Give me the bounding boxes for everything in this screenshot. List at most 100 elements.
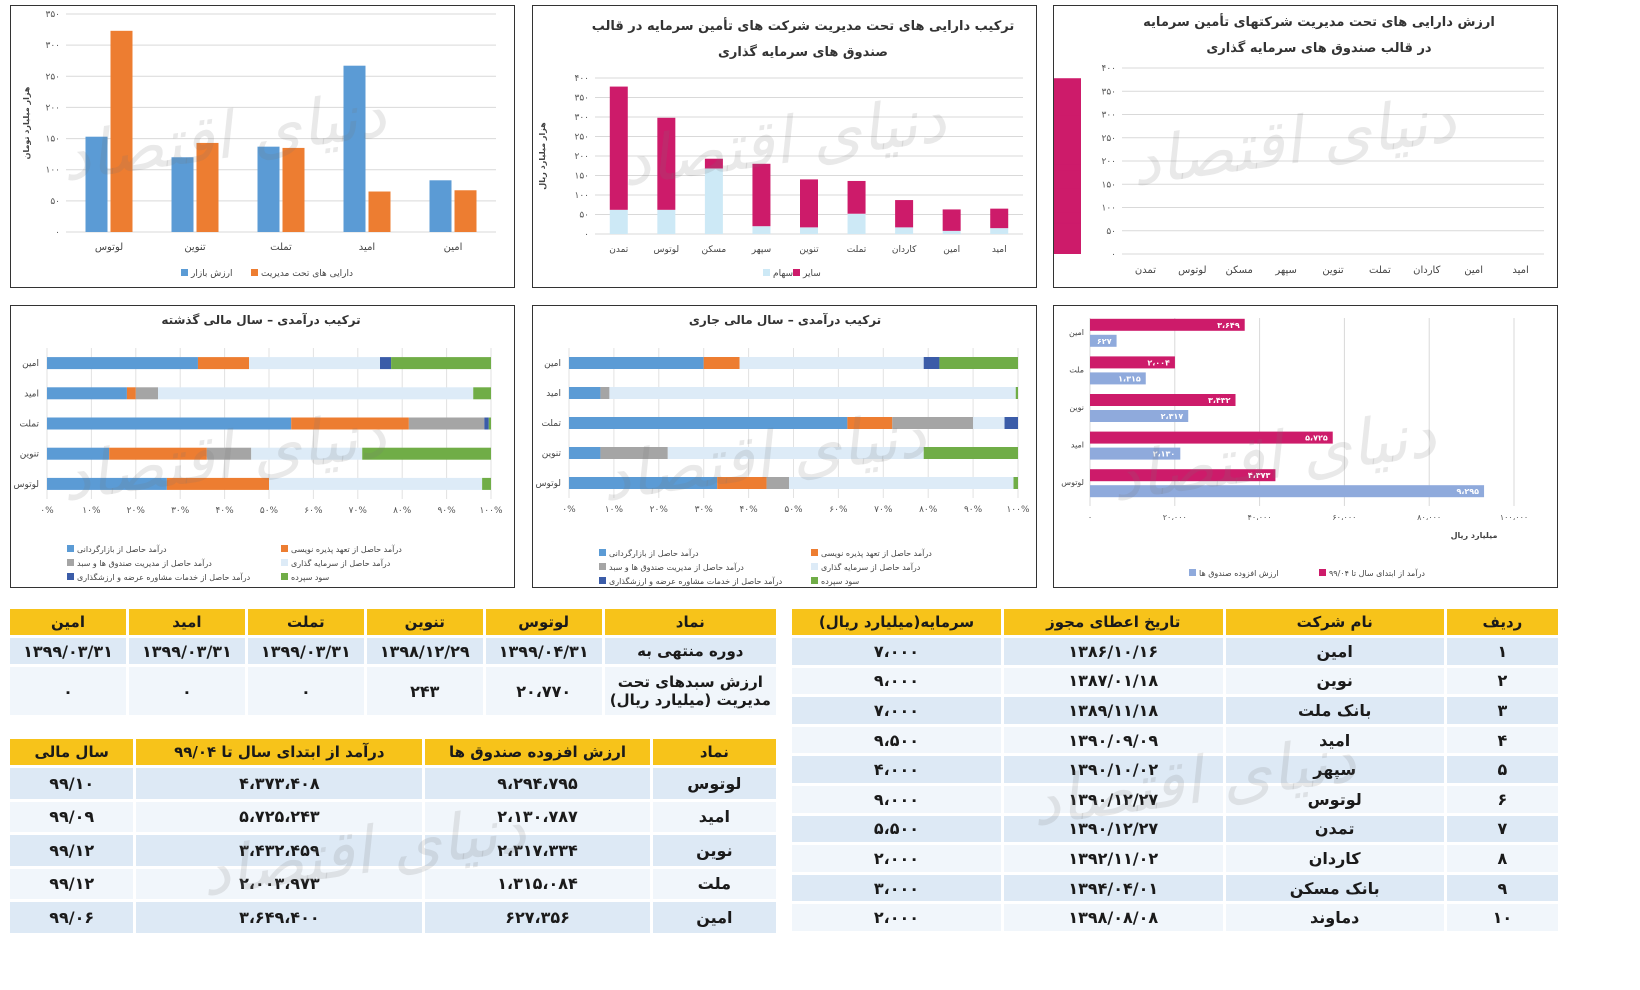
bar-segment [380,357,392,370]
y-tick-label: ۳۰۰ [1101,111,1116,121]
chart-svg: ۰ ۲۰،۰۰۰ ۴۰،۰۰۰ ۶۰،۰۰۰ ۸۰،۰۰۰ ۱۰۰،۰۰۰میلیارد … [1061,318,1528,578]
x-tick-label: تنوین [799,245,819,255]
table-header-cell: درآمد از ابتدای سال تا ۹۹/۰۴ [136,739,423,765]
y-tick-label: ۲۵۰ [1101,134,1116,144]
bar [343,65,366,232]
x-tick-label: ۱۰% [605,505,624,515]
table-cell: ۶۲۷،۳۵۶ [425,902,650,933]
bar-segment [47,357,198,370]
legend-swatch [599,563,606,570]
table-cell: امین [652,902,776,933]
legend-label: درآمد حاصل از بازارگردانی [609,548,699,558]
chart-panel-asset-composition: ترکیب دارایی های تحت مدیریت شرکت های تأم… [532,5,1037,288]
legend-label: سهام [773,269,793,279]
table-cell: ۵،۵۰۰ [792,815,1001,843]
table-cell: ۱۳۹۲/۱۱/۰۲ [1003,845,1223,872]
table-header-cell: امید [128,609,245,635]
bar-segment [47,387,127,400]
table-header-row: ردیف نام شرکت تاریخ اعطای مجوز سرمایه(میلیا… [792,609,1558,635]
bar [1054,223,1081,254]
bar-segment [847,417,893,429]
legend-swatch [763,269,770,276]
bar-segment [847,213,866,234]
table-cell: نوین [1225,667,1444,695]
x-tick-label: ۳۰% [695,505,714,515]
data-label: ۱،۳۱۵ [1118,374,1141,383]
bar-segment [600,447,668,459]
bar [1090,431,1333,444]
table-cell: لوتوس [1225,785,1444,813]
x-tick-label: تمدن [609,245,629,255]
bar-segment [362,447,491,460]
x-tick-label: ۰% [40,506,54,516]
legend-label: سود سپرده [291,573,330,582]
table-cell: ۱۳۹۹/۰۳/۳۱ [247,638,364,664]
bar-segment [488,417,491,430]
table-row: ۱۰ دماوند ۱۳۹۸/۰۸/۰۸ ۲،۰۰۰ [792,904,1558,931]
x-tick-label: ۹۰% [437,506,456,516]
bar-segment [391,357,491,370]
x-tick-label: تنوین [1322,265,1344,276]
table-cell: ۱۰ [1446,904,1558,931]
chart-svg: ترکیب درآمدی – سال مالی جاری ۰% ۱۰% ۲۰% ۳۰% ۴… [535,312,1030,586]
table-cell: ۷ [1446,815,1558,843]
bar-segment [569,477,718,489]
x-tick-label: مسکن [702,245,727,255]
table-cell: ۲،۰۰۰ [792,904,1001,931]
table-header-cell: تاریخ اعطای مجوز [1003,609,1223,635]
y-tick-label: ۵۰ [1106,227,1116,237]
legend-swatch [811,549,818,556]
x-tick-label: ۴۰% [215,506,234,516]
legend-label: درآمد حاصل از مدیریت صندوق ها و سبد [609,562,744,572]
bar [110,30,133,233]
table-header-cell: لوتوس [485,609,602,635]
table-cell: امید [1225,726,1444,754]
table-cell: ۰ [10,667,126,715]
table-header-cell: نماد [652,739,776,765]
y-tick-label: تملت [541,419,561,429]
y-tick-label: ۰ [1111,250,1116,260]
bar [282,147,305,232]
bar-segment [609,387,1016,399]
table-cell: ۲،۰۰۰ [792,845,1001,872]
legend-swatch [67,545,74,552]
x-tick-label: ۷۰% [349,506,368,516]
y-tick-label: ۳۰۰ [574,113,589,123]
bar-segment [249,357,380,370]
x-tick-label: ۱۰% [82,506,101,516]
table-cell: ۲ [1446,667,1558,695]
y-tick-label: ۴۰۰ [1101,64,1116,74]
y-tick-label: ملت [1069,365,1084,374]
bar [257,146,280,232]
table-cell: ۳،۶۴۹،۴۰۰ [136,902,423,933]
y-axis-label: هزار میلیارد تومان [22,86,31,159]
chart-panel-income-current-year: ترکیب درآمدی – سال مالی جاری ۰% ۱۰% ۲۰% ۳۰% ۴… [532,305,1037,588]
table-cell: ملت [652,868,776,899]
y-tick-label: ۱۵۰ [1101,180,1116,190]
table-cell: ۳ [1446,697,1558,724]
y-tick-label: ۵۰ [50,197,60,207]
bar-segment [789,477,1014,489]
x-tick-label: ۵۰% [784,505,803,515]
bar-segment [1015,387,1018,399]
chart-panel-fund-income: ۰ ۲۰،۰۰۰ ۴۰،۰۰۰ ۶۰،۰۰۰ ۸۰،۰۰۰ ۱۰۰،۰۰۰ میلیارد … [1053,305,1558,588]
chart-title: ترکیب درآمدی – سال مالی گذشته [161,312,360,327]
bar-segment [704,158,723,169]
legend-swatch [599,577,606,584]
legend-label: درآمد حاصل از سرمایه گذاری [821,562,921,572]
data-label: ۴،۳۷۳ [1248,471,1271,480]
bar-segment [739,357,924,369]
table-header-row: نماد ارزش افزوده صندوق ها درآمد از ابتدای … [10,739,776,765]
y-tick-label: ۵۰ [579,211,589,221]
table-cell: ۷،۰۰۰ [792,638,1001,665]
bar-segment [126,387,136,400]
table-cell: ۹۹/۱۲ [10,868,134,899]
bar-segment [569,387,601,399]
table-row: ۷ تمدن ۱۳۹۰/۱۲/۲۷ ۵،۵۰۰ [792,815,1558,843]
x-tick-label: ۸۰% [919,505,938,515]
table-cell: ۱۳۹۰/۰۹/۰۹ [1003,726,1223,754]
bar-segment [892,417,974,429]
table-cell: تمدن [1225,815,1444,843]
y-tick-label: تملت [19,420,39,430]
table-row: ۶ لوتوس ۱۳۹۰/۱۲/۲۷ ۹،۰۰۰ [792,785,1558,813]
